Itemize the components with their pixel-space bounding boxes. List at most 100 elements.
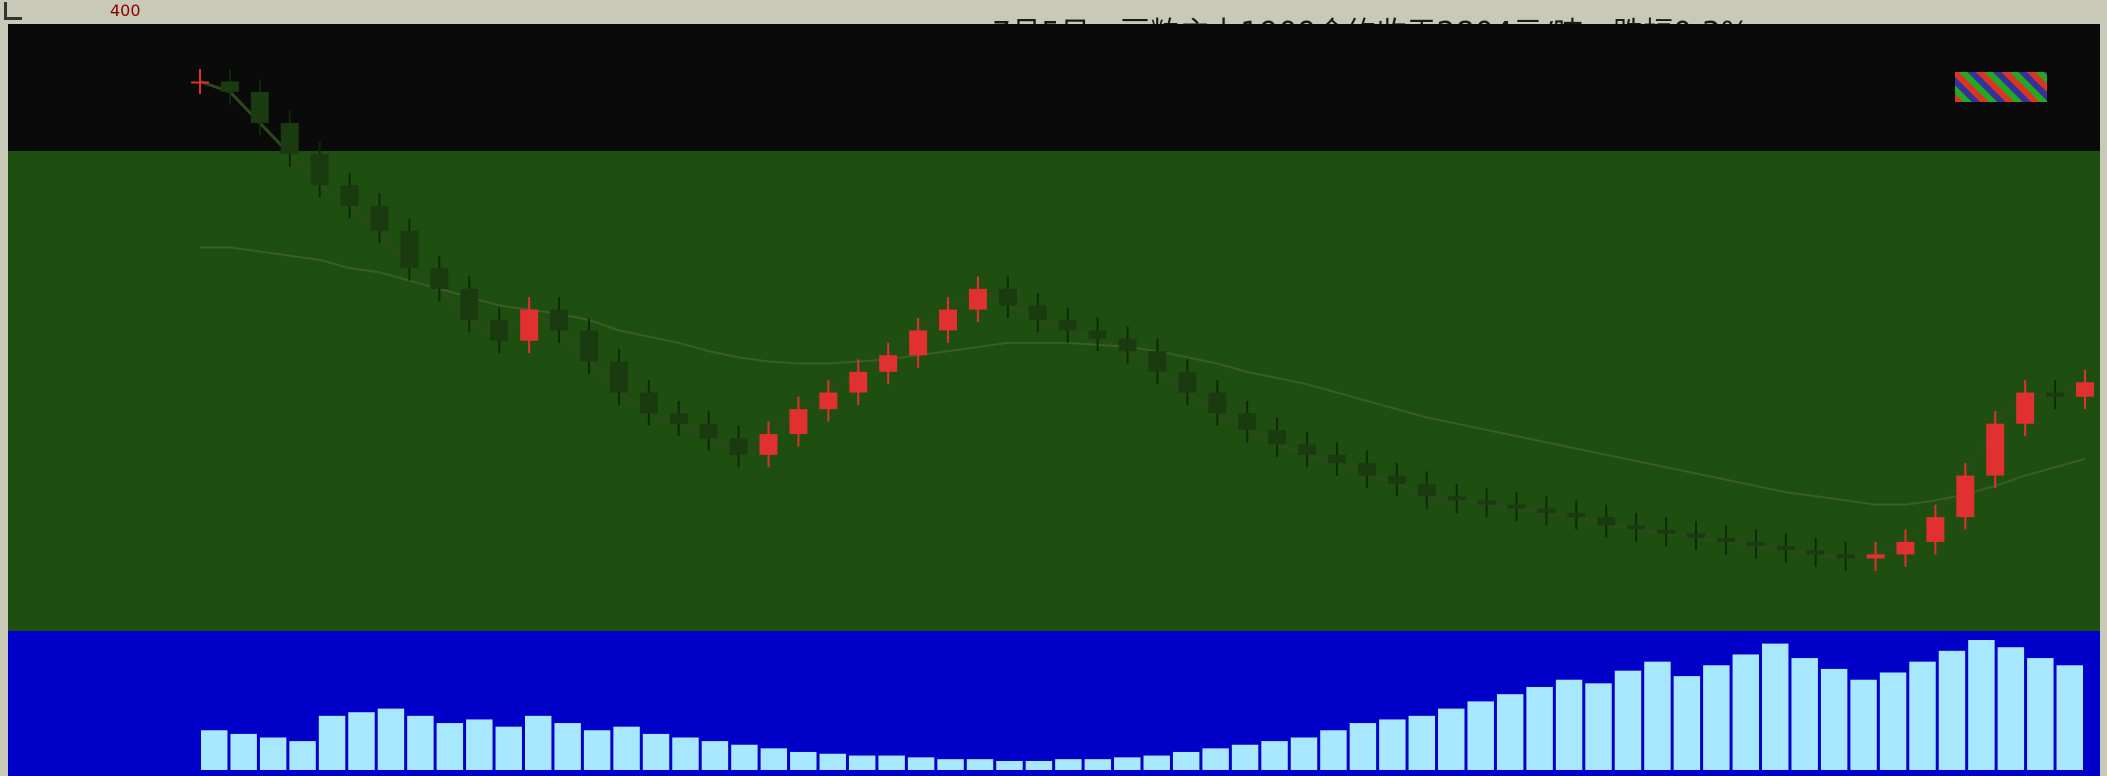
candle bbox=[1657, 517, 1676, 547]
candle bbox=[1627, 512, 1646, 542]
volume-bar bbox=[1172, 751, 1200, 770]
volume-bar bbox=[318, 715, 346, 770]
candle bbox=[460, 276, 479, 333]
candle-body bbox=[669, 413, 688, 424]
candle bbox=[280, 110, 299, 167]
candle-body bbox=[939, 309, 957, 331]
candle-body bbox=[1627, 525, 1646, 530]
candle bbox=[968, 276, 987, 323]
volume-bar bbox=[790, 751, 817, 770]
candle-body bbox=[1148, 351, 1167, 372]
candle bbox=[1597, 504, 1616, 538]
volume-bar bbox=[201, 730, 228, 770]
candle-body bbox=[1597, 517, 1616, 526]
candle bbox=[819, 380, 838, 422]
volume-bar bbox=[1968, 640, 1995, 770]
candle bbox=[310, 141, 329, 198]
volume-bar bbox=[1438, 708, 1465, 770]
volume-bar bbox=[230, 733, 257, 770]
volume-bar bbox=[760, 748, 788, 770]
candle-body bbox=[699, 423, 718, 439]
candle-body bbox=[1118, 338, 1137, 352]
candle bbox=[1806, 537, 1825, 567]
top-dark-band bbox=[8, 24, 2100, 151]
volume-bar bbox=[1114, 757, 1141, 770]
candle-body bbox=[460, 288, 479, 320]
candle bbox=[1028, 293, 1047, 333]
candle bbox=[849, 359, 868, 406]
candle-layer bbox=[191, 69, 2094, 571]
volume-bar bbox=[2056, 665, 2083, 770]
candle-body bbox=[550, 309, 569, 331]
candle bbox=[370, 193, 389, 244]
volume-bar bbox=[1231, 744, 1259, 770]
volume-bar bbox=[1850, 679, 1877, 770]
candle bbox=[579, 317, 598, 374]
candle bbox=[220, 69, 239, 105]
volume-bar bbox=[1938, 650, 1966, 770]
volume-bar bbox=[1408, 715, 1436, 770]
volume-bar bbox=[1467, 701, 1494, 770]
candle-body bbox=[1866, 554, 1885, 559]
candle bbox=[939, 297, 957, 343]
candle-body bbox=[340, 185, 359, 206]
volume-bar bbox=[554, 723, 581, 770]
candle-body bbox=[1926, 517, 1945, 542]
candle-body bbox=[250, 91, 269, 123]
volume-bar bbox=[1143, 755, 1170, 770]
candle bbox=[1716, 525, 1735, 555]
candle bbox=[1776, 533, 1795, 563]
candle-body bbox=[1507, 504, 1526, 509]
volume-bar bbox=[1673, 676, 1701, 770]
candle bbox=[879, 342, 898, 385]
volume-bar bbox=[613, 726, 640, 770]
volume-bar bbox=[495, 726, 522, 770]
top-strip bbox=[0, 0, 2107, 24]
volume-bar bbox=[583, 730, 611, 770]
candle-body bbox=[729, 438, 748, 455]
candle-body bbox=[1687, 533, 1706, 538]
candle bbox=[1298, 432, 1317, 468]
candle-body bbox=[1896, 541, 1915, 555]
candle bbox=[609, 349, 628, 406]
volume-bar bbox=[1644, 661, 1671, 770]
candle bbox=[1058, 307, 1077, 343]
volume-bar bbox=[1055, 759, 1082, 770]
candle-body bbox=[759, 434, 778, 455]
volume-layer bbox=[201, 640, 2083, 770]
candle bbox=[1417, 471, 1436, 509]
candle-body bbox=[370, 205, 389, 231]
volume-bar bbox=[1084, 759, 1112, 770]
candle-body bbox=[520, 309, 539, 341]
candle-body bbox=[998, 288, 1017, 306]
candle-body bbox=[280, 122, 299, 155]
candle-body bbox=[220, 81, 239, 92]
volume-bar bbox=[1791, 658, 1818, 770]
volume-bar bbox=[672, 737, 699, 770]
candle bbox=[639, 380, 658, 426]
candle-body bbox=[1776, 546, 1795, 551]
candle-body bbox=[1986, 423, 2005, 476]
candle-body bbox=[1387, 475, 1406, 484]
candle bbox=[759, 421, 778, 468]
candle bbox=[1268, 417, 1287, 457]
volume-bar bbox=[1879, 672, 1907, 770]
candle bbox=[1357, 450, 1376, 488]
candle bbox=[340, 172, 359, 219]
candle bbox=[1477, 488, 1496, 518]
volume-bar bbox=[878, 755, 905, 770]
candle-body bbox=[490, 320, 509, 341]
candle bbox=[2046, 380, 2065, 410]
candle-body bbox=[1657, 529, 1676, 534]
candle bbox=[909, 317, 928, 368]
volume-bar bbox=[1585, 683, 1612, 770]
volume-bar bbox=[524, 715, 552, 770]
candle-body bbox=[1328, 454, 1346, 464]
volume-bar bbox=[1614, 670, 1642, 770]
candle bbox=[1208, 380, 1227, 426]
corner-resize-icon[interactable] bbox=[4, 2, 22, 20]
candle bbox=[2076, 369, 2094, 410]
candle-body bbox=[639, 392, 658, 414]
candle-body bbox=[1058, 320, 1077, 331]
series-line-1 bbox=[199, 80, 2086, 561]
